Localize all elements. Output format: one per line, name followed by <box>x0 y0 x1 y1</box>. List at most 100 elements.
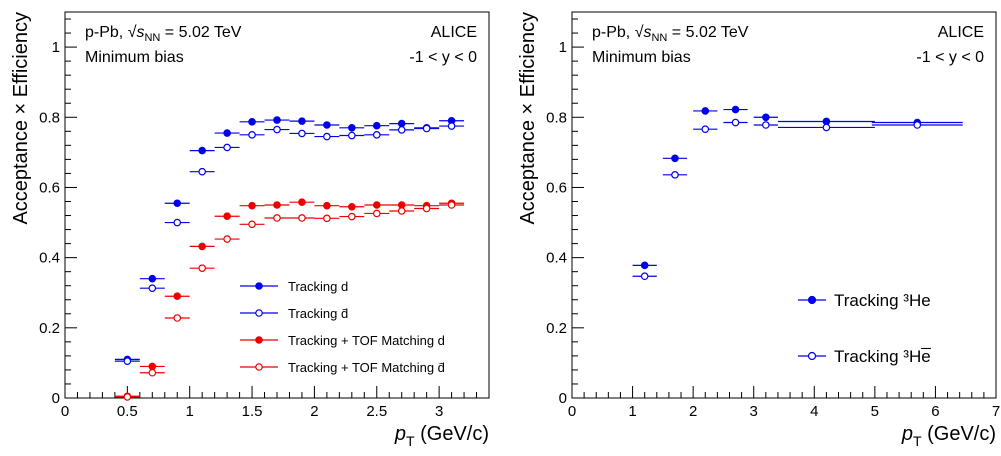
y-axis-label: Acceptance × Efficiency <box>517 12 539 225</box>
x-tick-label: 3 <box>435 403 443 420</box>
y-tick-label: 0.4 <box>546 250 567 267</box>
legend-entry: Tracking ³He̅ <box>834 347 931 366</box>
data-point <box>762 113 770 122</box>
x-tick-label: 0 <box>568 403 576 420</box>
data-point <box>148 284 157 292</box>
plot-frame <box>571 11 997 399</box>
x-axis-label: pT (GeV/c) <box>901 423 996 449</box>
x-axis-subscript: T <box>913 433 922 449</box>
data-point <box>348 212 356 221</box>
energy-label: p-Pb, √sNN = 5.02 TeV <box>592 24 749 44</box>
x-axis-symbol: p <box>394 423 406 445</box>
data-point <box>273 125 281 134</box>
x-tick-label: 2.5 <box>366 403 387 420</box>
data-point <box>397 119 406 128</box>
data-point <box>913 121 922 129</box>
data-point <box>372 131 381 139</box>
chart-deuteron-efficiency: 0 0.5 1 1.5 2 2.5 3 0 0.2 0.4 0.6 0.8 1 Acceptance × … <box>10 11 490 449</box>
y-tick-label: 0.4 <box>39 250 60 267</box>
y-tick-label: 0.2 <box>39 320 60 337</box>
data-point <box>248 118 256 126</box>
data-point <box>223 143 231 152</box>
data-point <box>762 121 770 129</box>
x-tick-label: 5 <box>871 403 879 420</box>
series-1 <box>114 122 465 365</box>
data-point <box>447 201 456 209</box>
energy-value: = 5.02 TeV <box>160 24 241 41</box>
legend-entry: Tracking + TOF Matching d <box>288 333 445 348</box>
energy-subscript: NN <box>144 32 160 44</box>
data-point <box>248 201 256 210</box>
data-point <box>701 125 710 134</box>
data-point <box>198 242 206 251</box>
data-point <box>348 202 356 211</box>
data-point <box>348 131 356 140</box>
data-point <box>640 261 649 270</box>
data-point <box>640 272 649 281</box>
data-point <box>323 121 331 129</box>
series-0 <box>114 116 465 364</box>
rapidity-label: -1 < y < 0 <box>409 49 477 66</box>
data-point <box>198 167 206 176</box>
x-tick-label: 3 <box>750 403 758 420</box>
data-point <box>148 362 157 371</box>
collision-system: p-Pb, <box>592 24 635 41</box>
y-tick-label: 0 <box>559 390 567 407</box>
series-1 <box>632 118 963 281</box>
x-axis-subscript: T <box>406 433 415 449</box>
event-class-label: Minimum bias <box>85 49 184 66</box>
energy-value: = 5.02 TeV <box>667 24 748 41</box>
data-point <box>198 146 206 155</box>
data-point <box>422 204 431 213</box>
data-point <box>298 129 306 138</box>
data-point <box>731 105 740 114</box>
data-point <box>173 314 182 322</box>
data-point <box>173 218 182 227</box>
data-point <box>223 212 231 221</box>
data-point <box>248 220 256 229</box>
x-axis-symbol: p <box>901 423 913 445</box>
x-tick-label: 4 <box>810 403 818 420</box>
legend-marker <box>255 336 263 344</box>
legend-marker <box>807 351 817 361</box>
x-tick-label: 2 <box>310 403 318 420</box>
legend-entry: Tracking d̄ <box>288 306 348 321</box>
legend-entry: Tracking + TOF Matching d̄ <box>288 360 445 375</box>
data-point <box>822 123 831 132</box>
energy-subscript: NN <box>651 32 667 44</box>
x-axis-unit: (GeV/c) <box>922 423 996 445</box>
data-point <box>372 201 381 209</box>
y-tick-label: 1 <box>52 39 60 56</box>
series-0 <box>632 105 963 270</box>
sqrt-sign: √ <box>635 24 644 41</box>
data-point <box>671 154 679 163</box>
data-point <box>372 121 381 130</box>
data-point <box>372 209 381 218</box>
data-point <box>671 171 679 179</box>
x-axis-label: pT (GeV/c) <box>394 423 489 449</box>
experiment-label: ALICE <box>431 24 477 41</box>
energy-symbol: s <box>136 24 144 41</box>
x-tick-label: 1 <box>628 403 636 420</box>
data-point <box>731 118 740 127</box>
data-point <box>148 274 157 283</box>
x-tick-label: 1 <box>186 403 194 420</box>
data-point <box>323 214 331 223</box>
data-point <box>273 116 281 124</box>
data-point <box>173 199 182 208</box>
y-tick-label: 0.6 <box>39 179 60 196</box>
energy-symbol: s <box>643 24 651 41</box>
data-point <box>397 126 406 134</box>
x-axis-unit: (GeV/c) <box>415 423 489 445</box>
data-point <box>298 117 306 125</box>
legend-entry: Tracking d <box>288 279 348 294</box>
chart-helium3-efficiency: 0 1 2 3 4 5 6 7 0 0.2 0.4 0.6 0.8 1 Acceptance × Effic… <box>517 11 1000 449</box>
data-point <box>148 368 157 377</box>
event-class-label: Minimum bias <box>592 49 691 66</box>
data-point <box>298 214 306 222</box>
y-tick-label: 0.2 <box>546 320 567 337</box>
rapidity-label: -1 < y < 0 <box>916 49 984 66</box>
data-point <box>348 124 356 132</box>
data-point <box>123 393 132 401</box>
experiment-label: ALICE <box>938 24 984 41</box>
